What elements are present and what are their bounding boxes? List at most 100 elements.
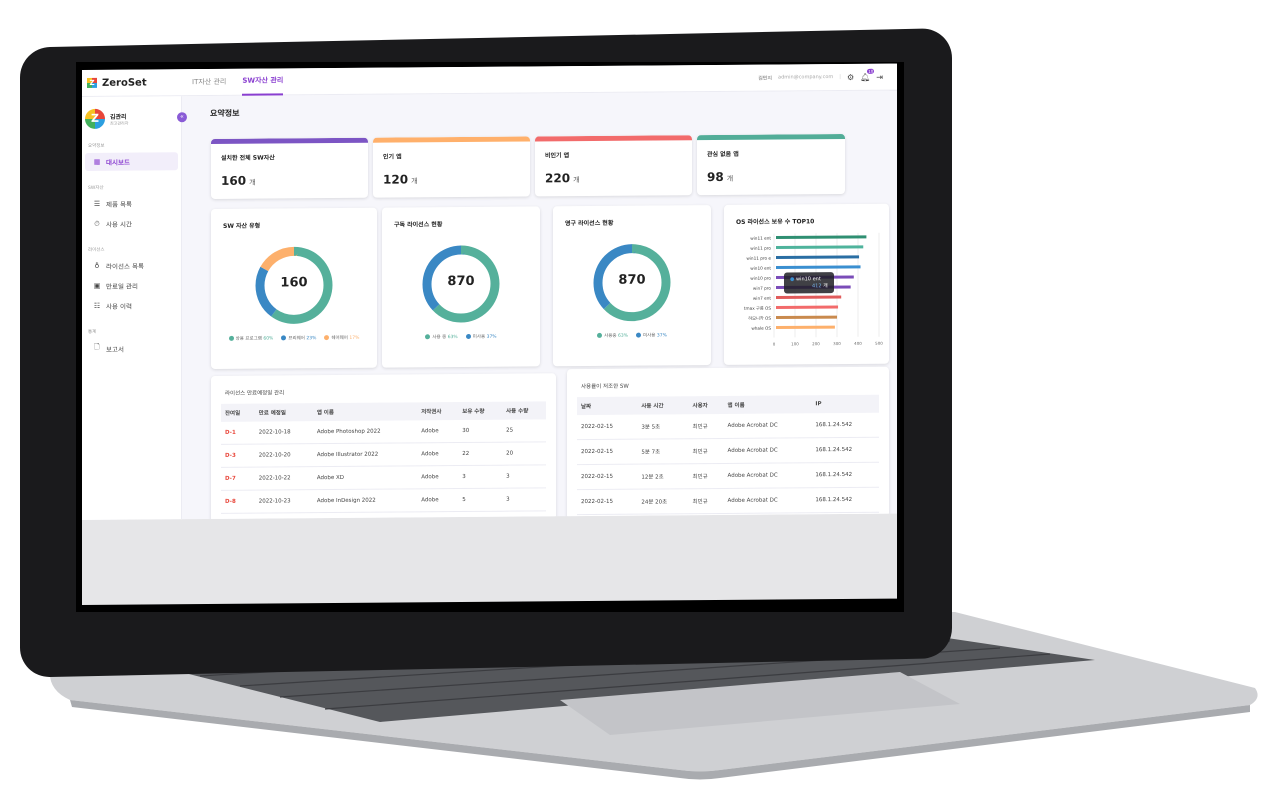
table-row[interactable]: 2022-02-15 3분 5초 최민규 Adobe Acrobat DC 168.1.… (577, 412, 879, 440)
stat-color-bar (211, 137, 368, 144)
column-header[interactable]: 날짜 (577, 396, 638, 416)
stat-unit: 개 (411, 177, 418, 186)
donut-segment (422, 245, 500, 323)
column-header[interactable]: 앱 이름 (312, 402, 418, 422)
donut-chart (255, 246, 333, 324)
section-title: 요약정보 (88, 143, 105, 149)
dashboard-app: Z ZeroSet IT자산 관리 SW자산 관리 김민지 admin@compa… (82, 63, 897, 520)
column-header[interactable]: 잔여일 (221, 403, 255, 422)
column-header[interactable]: 앱 이름 (723, 395, 812, 414)
sidebar-item-report[interactable]: 🗋 보고서 (85, 338, 178, 358)
table-cell: Adobe (417, 465, 459, 489)
column-header[interactable]: 만료 예정일 (254, 403, 313, 422)
table-row[interactable]: 2022-02-15 24분 20초 최민규 Adobe Acrobat DC 168.… (577, 487, 879, 515)
tab-it-assets[interactable]: IT자산 관리 (192, 77, 227, 87)
page-title: 요약정보 (210, 108, 240, 118)
table-cell: D-3 (221, 444, 255, 468)
table-row[interactable]: D-3 2022-10-20 Adobe Illustrator 2022 Adobe… (221, 441, 546, 468)
notification-badge: 10 (867, 68, 875, 74)
stat-color-bar (535, 135, 692, 142)
item-label: 제품 목록 (106, 200, 132, 209)
legend-item: 사용중 63% (597, 332, 628, 339)
table-cell: 168.1.24.542 (811, 487, 879, 513)
bell-icon[interactable]: 🔔︎ 10 (860, 68, 875, 82)
trackpad (560, 672, 960, 735)
table-cell: Adobe XD (312, 465, 418, 490)
table-cell: 3분 5초 (637, 414, 689, 440)
table-row[interactable]: D-8 2022-10-23 Adobe InDesign 2022 Adobe 5 3 (221, 487, 546, 514)
stat-card: 설치한 전체 SW자산 160 개 (211, 137, 368, 199)
table-cell: 168.1.24.542 (811, 437, 879, 463)
column-header[interactable]: 사용 시간 (637, 396, 689, 415)
sidebar: Z 김관리 최고관리자 « 요약정보 ▦ 대시보드 SW자산 ☰ 제품 목록 ⏱ 사용 … (82, 96, 187, 520)
table-row[interactable]: 2022-02-15 12분 2초 최민규 Adobe Acrobat DC 168.1… (577, 462, 879, 490)
stat-label: 관심 없음 앱 (707, 150, 739, 159)
sidebar-item-history[interactable]: ☷ 사용 이력 (85, 296, 178, 315)
y-tick-label: win10 pro (750, 276, 771, 281)
brand-name: ZeroSet (102, 76, 147, 89)
sidebar-item-usage-time[interactable]: ⏱ 사용 시간 (85, 214, 178, 233)
table-cell: 168.1.24.542 (811, 462, 879, 488)
logout-icon[interactable]: ⇥ (876, 72, 883, 82)
legend-label: 프리웨어 (288, 336, 305, 342)
legend-label: 미사용 (643, 333, 656, 339)
table-cell: 12분 2초 (637, 463, 689, 490)
document-icon: 🗋 (94, 342, 100, 351)
stat-color-bar (697, 134, 845, 141)
table-row[interactable]: D-1 2022-10-18 Adobe Photoshop 2022 Adobe 30… (221, 419, 546, 445)
donut-total: 160 (280, 275, 308, 291)
chart-title: 영구 라이선스 현황 (565, 219, 614, 228)
legend-pct: 63% (617, 333, 628, 339)
legend-label: 사용중 (604, 333, 617, 339)
sidebar-item-dashboard[interactable]: ▦ 대시보드 (85, 152, 178, 171)
x-tick-label: 0 (773, 342, 776, 347)
table-row[interactable]: D-7 2022-10-22 Adobe XD Adobe 3 3 (221, 464, 546, 491)
user-email: admin@company.com (778, 74, 834, 81)
item-label: 사용 이력 (106, 302, 132, 311)
collapse-sidebar-button[interactable]: « (177, 112, 187, 123)
legend-item: 미사용 37% (465, 333, 497, 340)
sidebar-item-expiry[interactable]: ▣ 만료일 관리 (85, 276, 178, 295)
column-header[interactable]: 보유 수량 (458, 401, 503, 421)
table-cell: Adobe InDesign 2022 (312, 488, 418, 513)
table-cell: 24분 20초 (637, 488, 689, 515)
laptop-screen: Z ZeroSet IT자산 관리 SW자산 관리 김민지 admin@compa… (82, 63, 897, 605)
sidebar-item-licenses[interactable]: ♁ 라이선스 목록 (85, 256, 178, 275)
tooltip-unit: 개 (823, 283, 828, 290)
column-header[interactable]: 사용자 (688, 395, 724, 415)
os-bar (776, 295, 842, 300)
x-tick-label: 500 (875, 341, 883, 346)
tooltip-value: 412 (812, 283, 822, 290)
legend-label: 쉐어웨어 (331, 335, 348, 342)
table-title: 사용률이 저조한 SW (581, 383, 629, 391)
legend-pct: 37% (486, 334, 497, 340)
legend-item: 미사용 37% (636, 332, 667, 339)
column-header[interactable]: IP (811, 394, 879, 414)
profile-name: 김관리 (110, 113, 127, 121)
stat-unit: 개 (726, 174, 734, 183)
y-tick-label: win11 pro e (746, 256, 771, 261)
stat-value: 160 (221, 173, 247, 188)
table-row[interactable]: 2022-02-15 5분 7초 최민규 Adobe Acrobat DC 168.1.… (577, 437, 879, 465)
table-cell: 30 (458, 419, 503, 443)
y-tick-label: tmax 구름 OS (744, 306, 771, 312)
table-cell: Adobe (417, 442, 459, 466)
donut-card: 구독 라이선스 현황 870 사용 중 63% 미사용 37% (382, 206, 540, 368)
table-cell: 22 (458, 442, 503, 466)
gear-icon[interactable]: ⚙ (846, 72, 855, 82)
os-bar (776, 315, 837, 320)
stat-card: 관심 없음 앱 98 개 (697, 134, 845, 196)
section-title: 라이선스 (88, 247, 105, 253)
table-cell: 2022-10-18 (254, 421, 313, 445)
tab-sw-assets[interactable]: SW자산 관리 (242, 67, 284, 96)
sidebar-item-products[interactable]: ☰ 제품 목록 (85, 194, 178, 213)
legend-pct: 23% (306, 336, 317, 342)
award-icon: ♁ (94, 261, 100, 270)
legend-item: 사용 중 63% (425, 334, 458, 340)
profile-role: 최고관리자 (110, 120, 129, 126)
table-cell: Adobe (417, 488, 459, 512)
column-header[interactable]: 저작권사 (417, 402, 459, 421)
profile: Z 김관리 최고관리자 (85, 108, 181, 129)
column-header[interactable]: 사용 수량 (502, 401, 546, 420)
logo[interactable]: Z ZeroSet (87, 77, 192, 89)
